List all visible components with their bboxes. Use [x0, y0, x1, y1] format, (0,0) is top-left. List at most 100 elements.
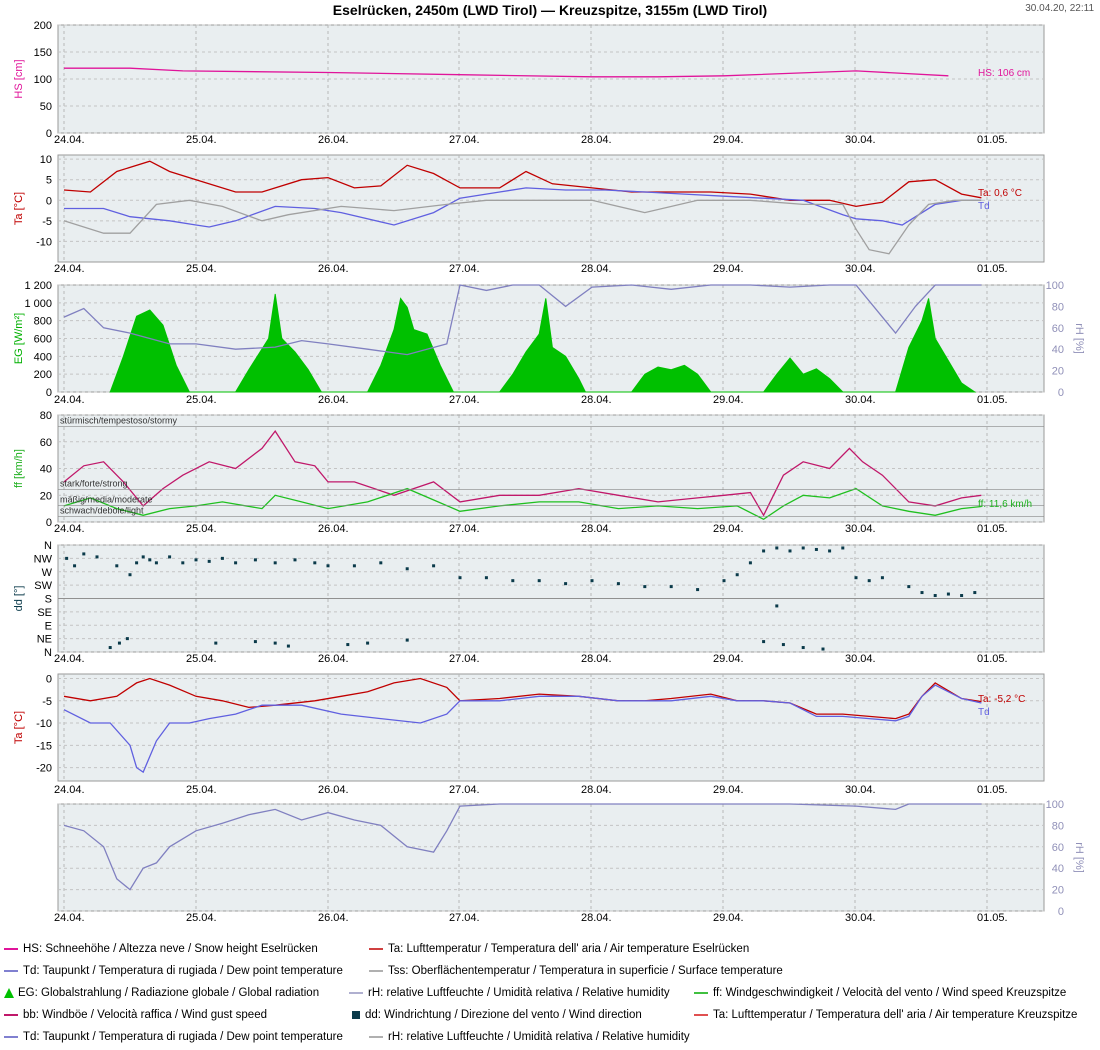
line-swatch-icon: [369, 1036, 383, 1038]
td2-annotation: Td: [978, 707, 990, 718]
legend-label: rH: relative Luftfeuchte / Umidità relat…: [368, 987, 670, 999]
dd-point: [326, 564, 330, 568]
square-icon: [352, 1011, 360, 1019]
y-tick-label: SW: [34, 580, 52, 592]
legend-row: Td: Taupunkt / Temperatura di rugiada / …: [4, 960, 1098, 982]
x-tick-label: 27.04.: [449, 394, 480, 406]
legend-item: Td: Taupunkt / Temperatura di rugiada / …: [4, 1031, 369, 1043]
x-tick-label: 26.04.: [318, 394, 349, 406]
x-tick-label: 25.04.: [186, 653, 217, 665]
y2-tick-label: 100: [1046, 280, 1064, 292]
dd-point: [352, 564, 356, 568]
dd-point: [841, 546, 845, 550]
x-tick-label: 27.04.: [449, 523, 480, 535]
dd-point: [696, 588, 700, 592]
hs-value-annotation: HS: 106 cm: [978, 68, 1030, 79]
bb-line-series: [63, 429, 982, 517]
dd-point: [154, 561, 158, 565]
dd-point: [405, 567, 409, 571]
y2-tick-label: 80: [1052, 301, 1064, 313]
x-tick-label: 25.04.: [186, 784, 217, 796]
dd-point: [135, 561, 139, 565]
x-tick-label: 26.04.: [318, 653, 349, 665]
legend-label: ff: Windgeschwindigkeit / Velocità del v…: [713, 987, 1067, 999]
dd-point: [405, 638, 409, 642]
dd-point: [867, 579, 871, 583]
line-swatch-icon: [4, 1014, 18, 1016]
dd-point: [775, 546, 779, 550]
ff-value-annotation: ff: 11,6 km/h: [978, 499, 1032, 510]
plot-area: [57, 803, 1045, 912]
y2-tick-label: 60: [1052, 842, 1064, 854]
legend-item: ff: Windgeschwindigkeit / Velocità del v…: [694, 987, 1066, 999]
y-axis-label: Ta [°C]: [13, 192, 25, 225]
timestamp: 30.04.20, 22:11: [1025, 3, 1094, 14]
x-tick-label: 28.04.: [581, 134, 612, 146]
x-tick-label: 28.04.: [581, 912, 612, 924]
x-tick-label: 25.04.: [186, 263, 217, 275]
x-tick-label: 27.04.: [449, 134, 480, 146]
panel-6: [57, 673, 1045, 782]
dd-point: [801, 646, 805, 650]
y-tick-label: 1 000: [24, 298, 52, 310]
dd-point: [95, 555, 99, 559]
dd-point: [115, 564, 119, 568]
y2-tick-label: 80: [1052, 820, 1064, 832]
dd-point: [128, 573, 132, 577]
y-tick-label: -15: [36, 740, 52, 752]
y2-axis-label: rH [%]: [1073, 842, 1085, 873]
y-axis-label: dd [°]: [13, 586, 25, 612]
ta2-value-annotation: Ta: -5,2 °C: [978, 694, 1025, 705]
x-tick-label: 30.04.: [845, 134, 876, 146]
line-swatch-icon: [369, 970, 383, 972]
y-tick-label: 400: [34, 351, 52, 363]
dd-point: [616, 582, 620, 586]
dd-point: [788, 549, 792, 553]
y-tick-label: N: [44, 540, 52, 552]
x-tick-label: 25.04.: [186, 394, 217, 406]
y2-tick-label: 0: [1058, 387, 1064, 399]
legend-item: EG: Globalstrahlung / Radiazione globale…: [4, 987, 349, 999]
y-tick-label: 80: [40, 410, 52, 422]
y-tick-label: 100: [34, 74, 52, 86]
legend-label: bb: Windböe / Velocità raffica / Wind gu…: [23, 1009, 267, 1021]
x-tick-label: 28.04.: [581, 263, 612, 275]
wind-class-label: stürmisch/tempestoso/stormy: [60, 416, 178, 426]
dd-point: [108, 646, 112, 650]
dd-point: [141, 555, 145, 559]
y-tick-label: 0: [46, 128, 52, 140]
dd-point: [168, 555, 172, 559]
x-tick-label: 29.04.: [713, 523, 744, 535]
line-swatch-icon: [4, 1036, 18, 1038]
y2-tick-label: 20: [1052, 885, 1064, 897]
dd-point: [346, 643, 350, 647]
dd-point: [432, 564, 436, 568]
dd-point: [762, 640, 766, 644]
line-swatch-icon: [694, 1014, 708, 1016]
legend-row: HS: Schneehöhe / Altezza neve / Snow hei…: [4, 938, 1098, 960]
x-tick-label: 28.04.: [581, 653, 612, 665]
x-tick-label: 01.05.: [977, 263, 1008, 275]
dd-point: [735, 573, 739, 577]
y-tick-label: 40: [40, 464, 52, 476]
x-tick-label: 25.04.: [186, 912, 217, 924]
dd-point: [117, 641, 121, 645]
y2-tick-label: 0: [1058, 906, 1064, 918]
x-tick-label: 25.04.: [186, 134, 217, 146]
y-tick-label: 50: [40, 101, 52, 113]
y-axis-label: HS [cm]: [13, 59, 25, 98]
x-tick-label: 26.04.: [318, 263, 349, 275]
dd-point: [253, 558, 257, 562]
dd-point: [775, 604, 779, 608]
dd-point: [214, 641, 218, 645]
dd-point: [73, 564, 77, 568]
x-tick-label: 28.04.: [581, 394, 612, 406]
dd-point: [484, 576, 488, 580]
dd-point: [207, 559, 211, 563]
panel-7: [57, 803, 1045, 912]
x-tick-label: 27.04.: [449, 263, 480, 275]
dd-point: [286, 644, 290, 648]
plot-area: [57, 154, 1045, 263]
x-tick-label: 29.04.: [713, 134, 744, 146]
rh-line-series: [63, 284, 982, 356]
